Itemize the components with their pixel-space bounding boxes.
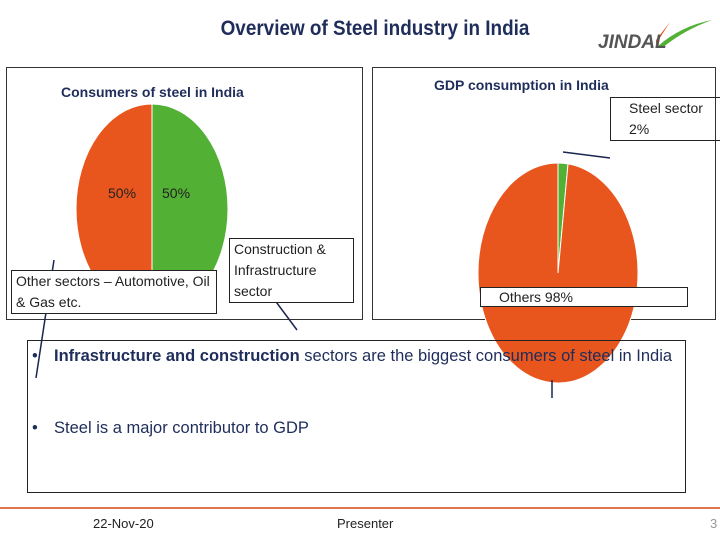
consumers-chart-title: Consumers of steel in India	[61, 84, 244, 100]
footer-presenter: Presenter	[337, 516, 394, 531]
pie1-data-label-1: 50%	[162, 185, 191, 201]
pie2-slice-1	[477, 162, 639, 384]
bullet-item: • Infrastructure and construction sectors…	[32, 347, 673, 365]
others-label: Others 98%	[480, 287, 688, 307]
steel-sector-label: Steel sector 2%	[610, 97, 720, 141]
svg-text:JINDAL: JINDAL	[598, 32, 667, 50]
footer-divider	[0, 507, 720, 509]
leader-line-steel	[562, 151, 611, 159]
jindal-logo: JINDAL	[596, 14, 716, 50]
consumers-chart-panel	[6, 67, 363, 320]
bullet-box: • Infrastructure and construction sectors…	[27, 340, 686, 493]
construction-label: Construction & Infrastructure sector	[229, 238, 354, 303]
slide-title: Overview of Steel industry in India	[220, 17, 530, 40]
other-sectors-label: Other sectors – Automotive, Oil & Gas et…	[11, 270, 217, 314]
gdp-chart-title: GDP consumption in India	[434, 77, 609, 93]
pie1-data-label-0: 50%	[108, 185, 137, 201]
page-number: 3	[710, 516, 718, 531]
bullet-item: • Steel is a major contributor to GDP	[32, 419, 309, 437]
footer-date: 22-Nov-20	[93, 516, 154, 531]
